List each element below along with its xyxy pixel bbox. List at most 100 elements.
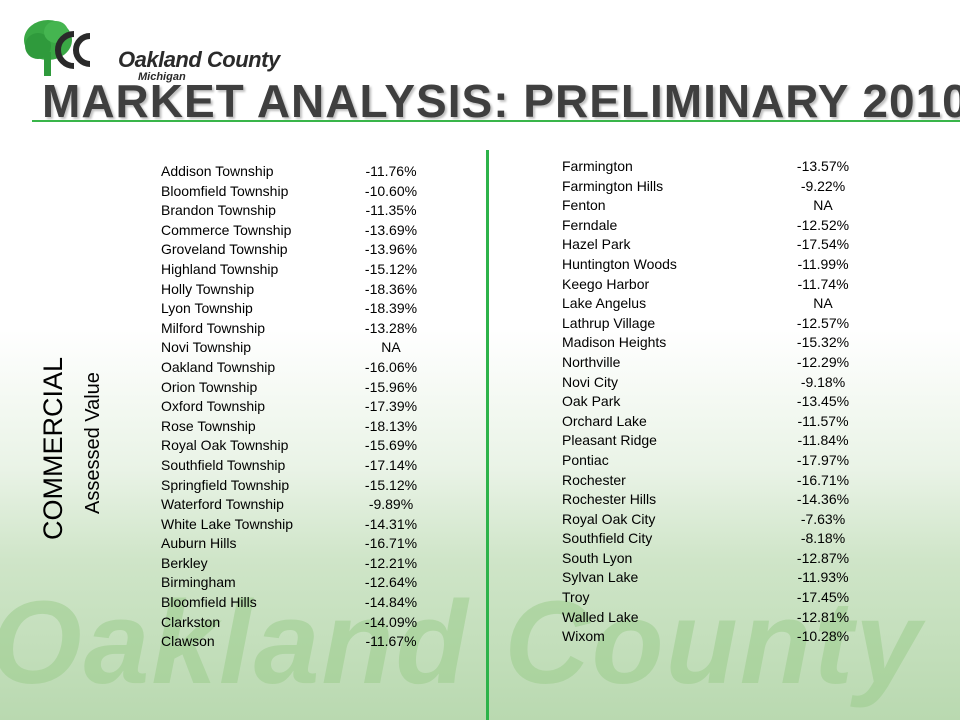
municipality-name: Madison Heights bbox=[562, 334, 667, 351]
list-item: Clarkston -14.09% bbox=[161, 613, 451, 633]
municipality-name: Birmingham bbox=[161, 574, 236, 591]
percent-change-value: -9.89% bbox=[368, 496, 414, 513]
municipality-name: Novi Township bbox=[161, 339, 252, 356]
municipality-name: Oak Park bbox=[562, 393, 621, 410]
background-watermark: Oakland County bbox=[0, 577, 923, 709]
percent-change-value: -18.13% bbox=[364, 417, 418, 434]
municipality-name: Springfield Township bbox=[161, 476, 290, 493]
municipality-name: Fenton bbox=[562, 197, 606, 214]
percent-change-value: -14.84% bbox=[364, 594, 418, 611]
municipality-name: Huntington Woods bbox=[562, 255, 677, 272]
list-item: Oak Park -13.45% bbox=[562, 392, 852, 412]
list-item: Milford Township -13.28% bbox=[161, 319, 451, 339]
list-item: Hazel Park -17.54% bbox=[562, 235, 852, 255]
municipality-name: Waterford Township bbox=[161, 496, 284, 513]
municipality-name: Clawson bbox=[161, 633, 215, 650]
list-item: Novi City -9.18% bbox=[562, 373, 852, 393]
municipality-name: Northville bbox=[562, 353, 621, 370]
right-municipality-list: Farmington -13.57% Farmington Hills -9.22% F… bbox=[562, 157, 852, 647]
percent-change-value: -18.39% bbox=[364, 300, 418, 317]
percent-change-value: -13.69% bbox=[364, 221, 418, 238]
municipality-name: Oakland Township bbox=[161, 358, 276, 375]
municipality-name: Southfield Township bbox=[161, 456, 286, 473]
list-item: Orion Township -15.96% bbox=[161, 378, 451, 398]
percent-change-value: -11.74% bbox=[797, 275, 849, 292]
municipality-name: Farmington bbox=[562, 158, 633, 174]
percent-change-value: NA bbox=[813, 295, 833, 312]
percent-change-value: -12.21% bbox=[364, 554, 418, 571]
list-item: Lathrup Village -12.57% bbox=[562, 314, 852, 334]
percent-change-value: NA bbox=[381, 339, 401, 356]
percent-change-value: -11.99% bbox=[797, 255, 849, 272]
municipality-name: Brandon Township bbox=[161, 202, 276, 219]
municipality-name: Royal Oak Township bbox=[161, 437, 289, 454]
municipality-name: Oxford Township bbox=[161, 398, 266, 415]
list-item: Berkley -12.21% bbox=[161, 554, 451, 574]
list-item: Oakland Township -16.06% bbox=[161, 358, 451, 378]
list-item: Madison Heights -15.32% bbox=[562, 333, 852, 353]
percent-change-value: -16.71% bbox=[796, 471, 850, 488]
municipality-name: Orchard Lake bbox=[562, 412, 647, 429]
municipality-name: Pontiac bbox=[562, 451, 609, 468]
list-item: Rose Township -18.13% bbox=[161, 417, 451, 437]
percent-change-value: -17.97% bbox=[796, 451, 850, 468]
percent-change-value: -15.12% bbox=[364, 476, 418, 493]
percent-change-value: -11.35% bbox=[365, 202, 417, 219]
list-item: Commerce Township -13.69% bbox=[161, 221, 451, 241]
list-item: Northville -12.29% bbox=[562, 353, 852, 373]
percent-change-value: -11.67% bbox=[365, 633, 417, 650]
list-item: Oxford Township -17.39% bbox=[161, 397, 451, 417]
list-item: Groveland Township -13.96% bbox=[161, 240, 451, 260]
side-label-assessed-value: Assessed Value bbox=[82, 372, 104, 514]
percent-change-value: -11.93% bbox=[797, 569, 849, 586]
municipality-name: Milford Township bbox=[161, 319, 266, 336]
list-item: Brandon Township -11.35% bbox=[161, 201, 451, 221]
list-item: Lake Angelus NA bbox=[562, 294, 852, 314]
municipality-name: Auburn Hills bbox=[161, 535, 237, 552]
percent-change-value: -7.63% bbox=[800, 510, 846, 527]
percent-change-value: -14.31% bbox=[364, 515, 418, 532]
municipality-name: Commerce Township bbox=[161, 221, 292, 238]
side-label-commercial: COMMERCIAL bbox=[38, 356, 68, 540]
percent-change-value: -14.36% bbox=[796, 491, 850, 508]
logo-name: Oakland County bbox=[118, 47, 280, 72]
list-item: Waterford Township -9.89% bbox=[161, 495, 451, 515]
municipality-name: Berkley bbox=[161, 554, 208, 571]
municipality-name: Farmington Hills bbox=[562, 177, 664, 194]
percent-change-value: -12.87% bbox=[796, 549, 850, 566]
list-item: Birmingham -12.64% bbox=[161, 573, 451, 593]
list-item: Farmington -13.57% bbox=[562, 157, 852, 177]
municipality-name: Pleasant Ridge bbox=[562, 432, 657, 449]
percent-change-value: -9.18% bbox=[800, 373, 846, 390]
list-item: Bloomfield Hills -14.84% bbox=[161, 593, 451, 613]
percent-change-value: -13.28% bbox=[364, 319, 418, 336]
percent-change-value: -15.32% bbox=[796, 334, 850, 351]
percent-change-value: -15.69% bbox=[364, 437, 418, 454]
percent-change-value: -11.57% bbox=[797, 412, 849, 429]
percent-change-value: -10.28% bbox=[796, 628, 850, 645]
municipality-name: Keego Harbor bbox=[562, 275, 650, 292]
percent-change-value: -12.57% bbox=[796, 314, 850, 331]
municipality-name: Highland Township bbox=[161, 260, 279, 277]
percent-change-value: -12.64% bbox=[364, 574, 418, 591]
municipality-name: Walled Lake bbox=[562, 608, 639, 625]
list-item: Royal Oak Township -15.69% bbox=[161, 436, 451, 456]
list-item: White Lake Township -14.31% bbox=[161, 515, 451, 535]
percent-change-value: -16.71% bbox=[364, 535, 418, 552]
municipality-name: Lathrup Village bbox=[562, 314, 656, 331]
list-item: Southfield Township -17.14% bbox=[161, 456, 451, 476]
municipality-name: Bloomfield Township bbox=[161, 182, 289, 199]
percent-change-value: -12.29% bbox=[796, 353, 850, 370]
list-item: Fenton NA bbox=[562, 196, 852, 216]
list-item: Clawson -11.67% bbox=[161, 632, 451, 652]
percent-change-value: -17.39% bbox=[364, 398, 418, 415]
percent-change-value: -12.52% bbox=[796, 216, 850, 233]
list-item: South Lyon -12.87% bbox=[562, 549, 852, 569]
list-item: Sylvan Lake -11.93% bbox=[562, 568, 852, 588]
municipality-name: Lake Angelus bbox=[562, 295, 647, 312]
municipality-name: Hazel Park bbox=[562, 236, 631, 253]
list-item: Royal Oak City -7.63% bbox=[562, 510, 852, 530]
percent-change-value: -12.81% bbox=[796, 608, 850, 625]
list-item: Wixom -10.28% bbox=[562, 627, 852, 647]
page-title: MARKET ANALYSIS: PRELIMINARY 2010 bbox=[42, 75, 960, 127]
